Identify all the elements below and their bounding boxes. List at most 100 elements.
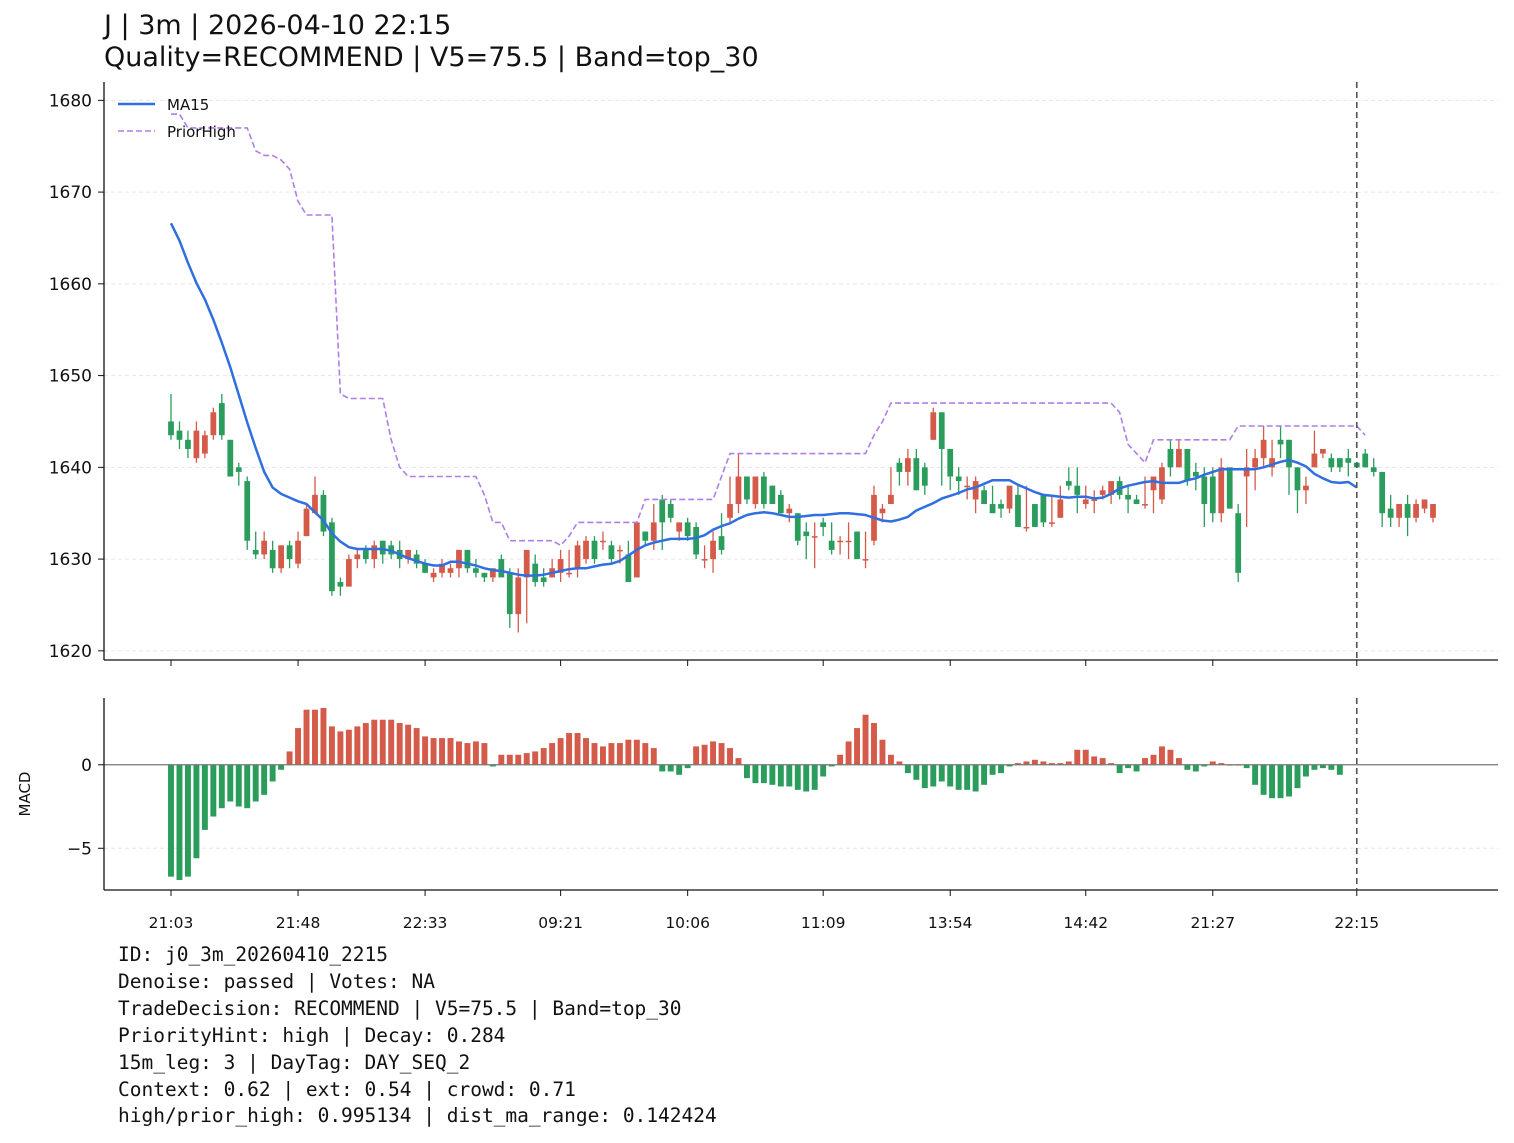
macd-bar [1209,761,1216,765]
candle [405,549,412,564]
macd-bar [1277,764,1284,799]
candle-body [379,540,386,555]
macd-bar [904,764,911,774]
candle-body [1303,485,1309,491]
macd-bar [371,719,378,765]
candle [540,568,547,587]
candle-body [761,476,767,505]
candle-body [1015,494,1021,527]
candle-body [1125,494,1131,500]
candle [1320,448,1326,459]
candle [379,540,386,564]
candle [227,439,234,477]
macd-bar [405,724,412,765]
candle [1345,448,1352,477]
candle-body [422,563,428,573]
candle-body [337,582,344,587]
macd-bar [701,744,708,765]
candle [761,471,767,509]
macd-bar [1319,764,1326,769]
macd-bar [193,764,200,859]
macd-bar [430,738,437,765]
macd-bar [1023,761,1030,765]
candle [1421,499,1428,514]
candle-body [430,572,437,578]
candle [1065,467,1072,491]
candle-body [235,467,242,472]
candle-body [1040,494,1047,523]
macd-bar [642,743,649,765]
macd-bar [981,764,988,785]
candle-body [1430,504,1436,518]
macd-bar [599,746,606,765]
candle-body [176,430,183,440]
legend-prior-high-label: PriorHigh [167,123,236,141]
candle [1336,458,1343,472]
candle-body [1370,467,1377,472]
macd-tick-label: 0 [81,756,92,776]
macd-bar [320,708,327,765]
macd-bar [769,764,776,785]
candle-body [1218,467,1225,514]
macd-bar [820,764,827,777]
macd-bar [286,751,293,765]
price-tick-label: 1680 [49,91,92,111]
candle-body [1235,513,1242,573]
macd-bar [667,764,674,772]
candle [295,531,301,569]
macd-bar [659,764,666,772]
candle-body [439,563,445,573]
candle-body [752,476,759,505]
candle-body [1142,504,1148,506]
candle-body [828,540,835,550]
candle-body [1082,499,1089,505]
candle [371,540,378,569]
candle-body [659,499,666,523]
candle-body [972,481,979,500]
macd-bar [752,764,759,784]
macd-axis-label: MACD [16,772,34,817]
candle-body [600,540,606,543]
candle [1040,494,1047,527]
candle [473,559,479,578]
candle-body [227,439,234,477]
candle-body [811,536,818,538]
macd-bar [735,758,742,765]
candle-body [320,494,327,532]
macd-bar [422,736,429,765]
macd-bar [1184,764,1191,770]
candle [235,462,242,486]
candle [769,485,776,505]
macd-bar [794,764,801,790]
candle [201,430,208,459]
candle [998,499,1004,518]
macd-bar [896,761,903,765]
candle-body [1336,458,1343,468]
macd-bar [532,751,539,765]
candle-body [1396,504,1403,518]
macd-bar [1252,764,1259,785]
candle-body [617,549,623,552]
x-tick-label: 22:33 [403,914,448,932]
macd-bar [803,764,810,792]
candle [1243,448,1250,527]
candle [1074,467,1081,514]
macd-bar [1057,763,1064,765]
candle-body [168,421,174,436]
macd-bar [439,738,445,765]
candle [744,476,750,505]
candle [608,540,615,564]
candle [481,572,488,583]
candle-body [1006,485,1013,509]
candle-body [1413,504,1419,518]
macd-bar [1260,764,1267,795]
candle [1387,494,1394,527]
candle-body [1023,526,1030,529]
candle-body [329,522,335,592]
macd-bar [625,739,632,765]
candle [1235,504,1242,583]
macd-bar [837,754,844,765]
candle [693,522,700,560]
macd-bar [515,754,522,765]
candle-body [1065,481,1072,486]
